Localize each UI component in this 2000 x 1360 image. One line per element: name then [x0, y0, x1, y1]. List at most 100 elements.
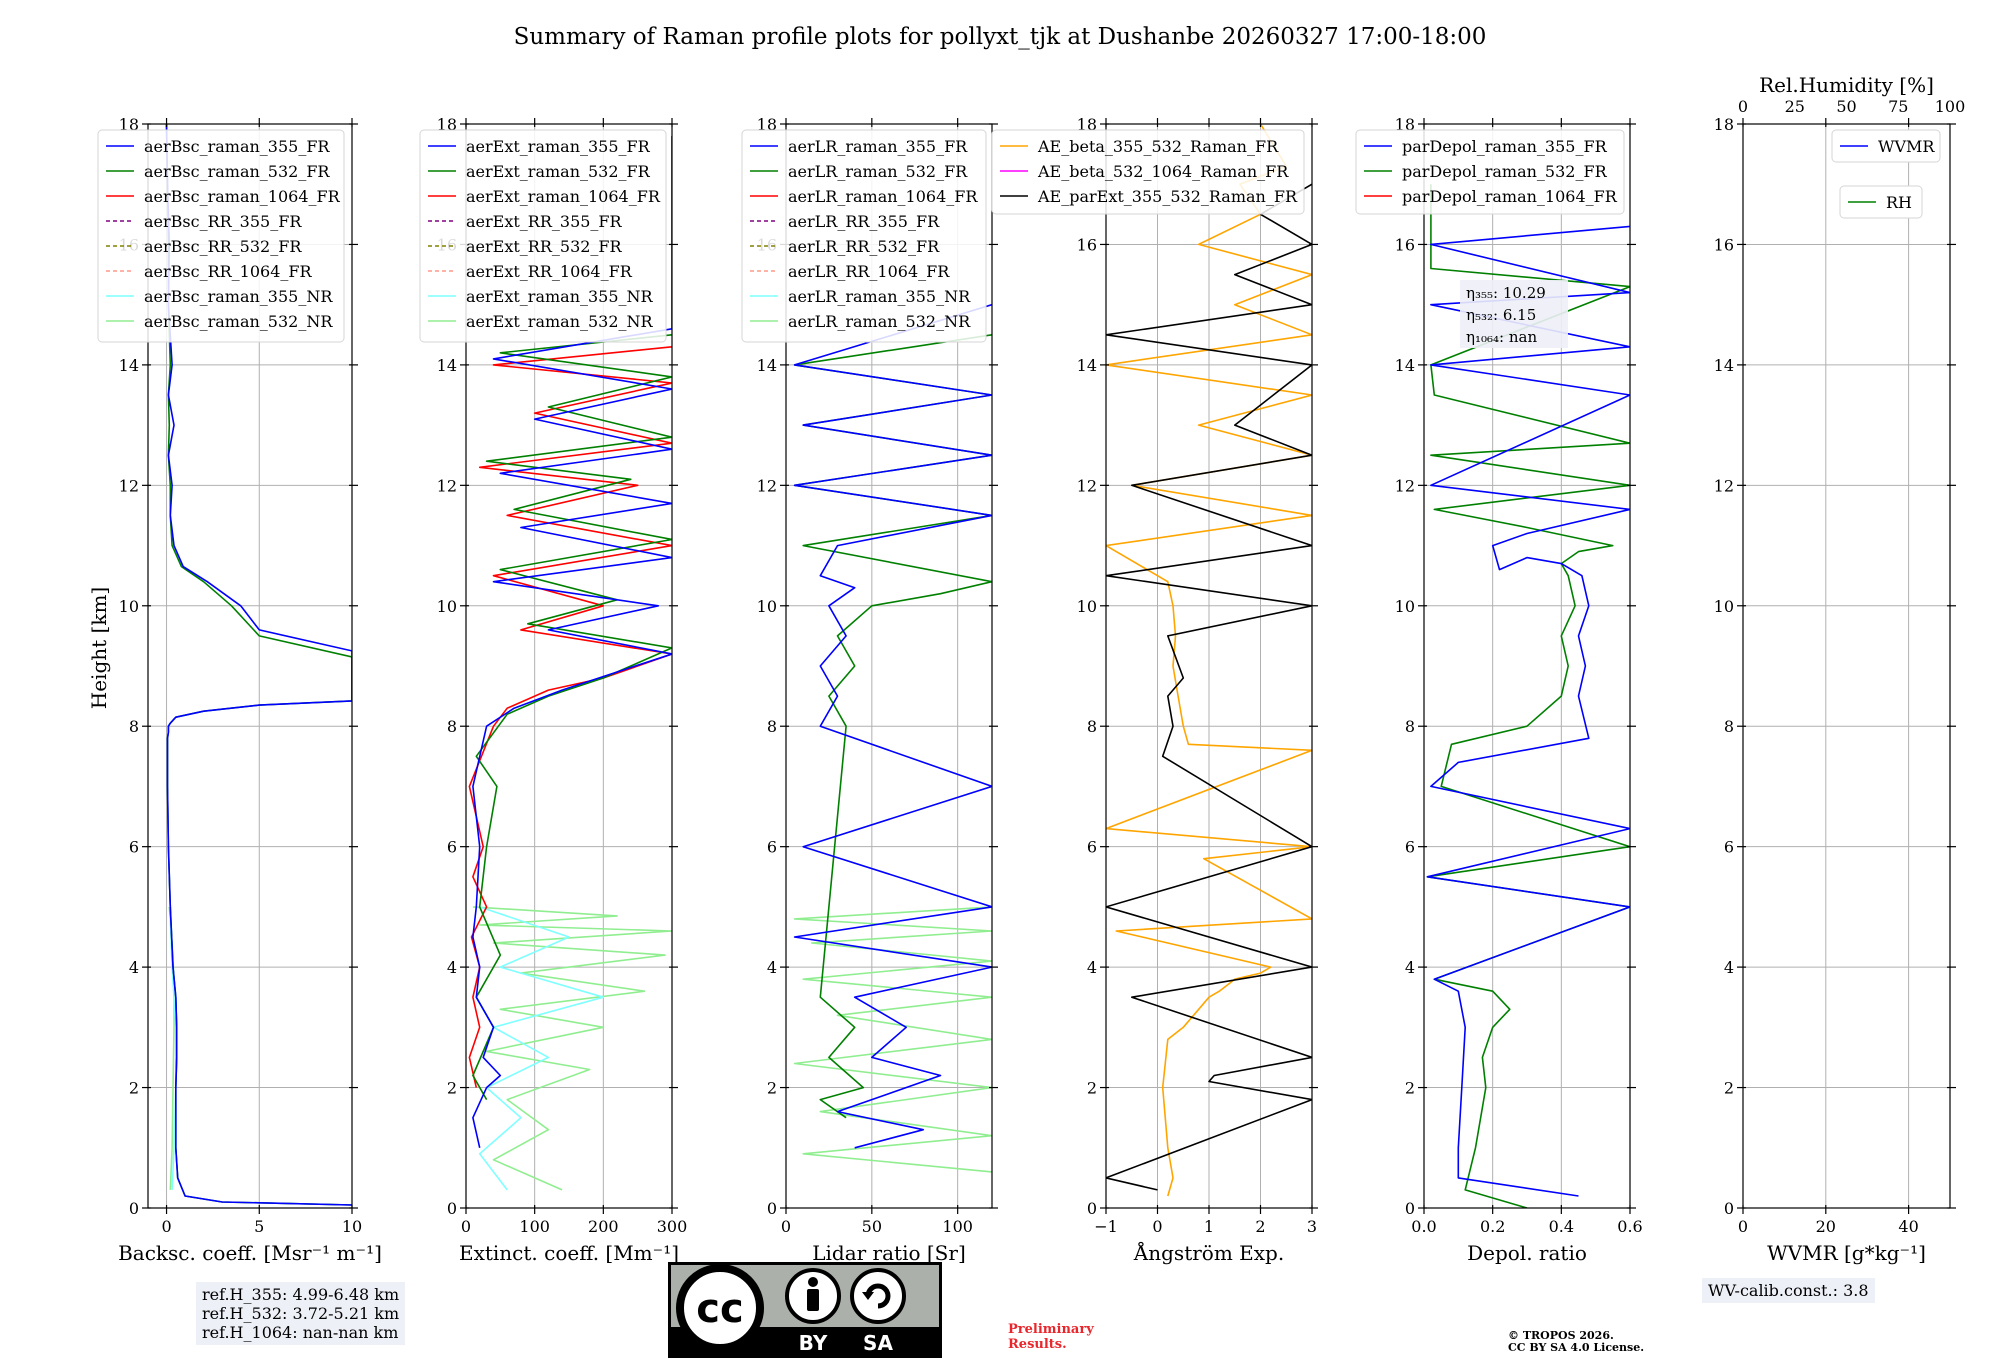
legend-label: aerBsc_raman_355_NR	[144, 287, 333, 306]
y-tick-label: 0	[447, 1199, 457, 1218]
x2-tick-label: 75	[1888, 97, 1908, 116]
series-group	[793, 303, 992, 1173]
eta-annotation: η₃₅₅: 10.29	[1466, 284, 1546, 302]
legend: aerLR_raman_355_FR aerLR_raman_532_FR aerL…	[741, 129, 987, 343]
legend-label: aerLR_raman_532_NR	[788, 312, 971, 331]
legend-label: aerBsc_RR_355_FR	[144, 212, 302, 231]
x-tick-label: 200	[588, 1217, 619, 1236]
lidar-ratio-panel: 024681012141618050100Lidar ratio [Sr]aer…	[741, 115, 998, 1265]
y-tick-label: 16	[1077, 235, 1097, 254]
legend-label: aerBsc_raman_1064_FR	[144, 187, 341, 206]
legend-label: aerExt_RR_532_FR	[466, 237, 623, 256]
series-group	[1106, 124, 1312, 1197]
figure-title: Summary of Raman profile plots for polly…	[514, 24, 1487, 50]
legend-label: parDepol_raman_1064_FR	[1402, 187, 1618, 206]
y-tick-label: 8	[447, 717, 457, 736]
preliminary-results-note: Preliminary Results.	[1008, 1322, 1094, 1352]
eta-annotation-background	[1460, 280, 1568, 348]
axes-frame	[147, 123, 353, 1209]
y-tick-label: 12	[437, 476, 457, 495]
series-group	[165, 124, 352, 1206]
x-tick-label: 40	[1898, 1217, 1918, 1236]
y-tick-label: 6	[129, 838, 139, 857]
series-line-aerBsc_raman_355_FR	[165, 124, 352, 1206]
x-tick-label: 5	[254, 1217, 264, 1236]
x-tick-label: 1	[1204, 1217, 1214, 1236]
series-line-aerExt_raman_355_FR	[472, 136, 672, 1148]
y-tick-label: 10	[1077, 597, 1097, 616]
y-tick-label: 14	[1395, 356, 1415, 375]
legend-label: aerBsc_raman_532_NR	[144, 312, 333, 331]
y-tick-label: 14	[1714, 356, 1734, 375]
legend-label: aerLR_RR_532_FR	[788, 237, 940, 256]
x-tick-label: −1	[1094, 1217, 1118, 1236]
x-tick-label: 0	[1738, 1217, 1748, 1236]
legend-label: AE_beta_355_532_Raman_FR	[1037, 137, 1279, 156]
series-line-parDepol_raman_355_FR	[1426, 225, 1630, 1197]
by-text: BY	[799, 1331, 828, 1355]
x-axis-label: Lidar ratio [Sr]	[812, 1241, 966, 1265]
legend-label: AE_beta_532_1064_Raman_FR	[1037, 162, 1289, 181]
eta-annotation: η₅₃₂: 6.15	[1466, 306, 1536, 324]
legend: WVMR RH	[1831, 129, 1941, 219]
x2-tick-label: 0	[1738, 97, 1748, 116]
x-axis-label: Backsc. coeff. [Msr⁻¹ m⁻¹]	[118, 1241, 382, 1265]
y-tick-label: 0	[1405, 1199, 1415, 1218]
x-tick-label: 0	[1152, 1217, 1162, 1236]
y-tick-label: 4	[1405, 958, 1415, 977]
share-alike-icon	[850, 1268, 906, 1324]
y-tick-label: 8	[129, 717, 139, 736]
ticks: 0 2 4 6 8 10 12 14 16 18 0.0 0.2 0.4 0.6	[1395, 115, 1643, 1236]
x-tick-label: 0.6	[1617, 1217, 1642, 1236]
eta-annotation-box: η₃₅₅: 10.29 η₅₃₂: 6.15 η₁₀₆₄: nan	[1460, 280, 1568, 348]
y-tick-label: 4	[767, 958, 777, 977]
legend-label: parDepol_raman_532_FR	[1402, 162, 1608, 181]
reference-height-box: ref.H_355: 4.99-6.48 km ref.H_532: 3.72-…	[196, 1282, 406, 1345]
legend-box	[1355, 129, 1625, 215]
cc-text: cc	[696, 1286, 743, 1332]
legend-label: aerExt_raman_532_FR	[466, 162, 651, 181]
x2-tick-label: 25	[1785, 97, 1805, 116]
y-tick-label: 2	[129, 1079, 139, 1098]
sa-text: SA	[863, 1331, 893, 1355]
series-line-aerBsc_raman_355_NR	[169, 918, 177, 1190]
legend-label: parDepol_raman_355_FR	[1402, 137, 1608, 156]
y-tick-label: 0	[767, 1199, 777, 1218]
wv-calibration-constant: WV-calib.const.: 3.8	[1708, 1281, 1869, 1300]
series-line-aerLR_raman_532_NR	[793, 906, 992, 1173]
y-tick-label: 8	[1405, 717, 1415, 736]
y-tick-label: 2	[1087, 1079, 1097, 1098]
y-tick-label: 10	[119, 597, 139, 616]
legend-label: aerLR_raman_355_NR	[788, 287, 971, 306]
axes-frame	[1742, 123, 1951, 1209]
y-tick-label: 4	[1724, 958, 1734, 977]
legend-label: aerLR_RR_355_FR	[788, 212, 940, 231]
x-tick-label: 20	[1816, 1217, 1836, 1236]
ticks: 024681012141618050100	[757, 115, 998, 1236]
legend-label: aerLR_raman_1064_FR	[788, 187, 978, 206]
y-tick-label: 12	[757, 476, 777, 495]
x-tick-label: 50	[862, 1217, 882, 1236]
grid-lines	[1742, 123, 1950, 1209]
x-tick-label: 10	[342, 1217, 362, 1236]
legend-label: aerExt_raman_1064_FR	[466, 187, 661, 206]
legend-label: WVMR	[1878, 137, 1935, 156]
y-tick-label: 6	[1087, 838, 1097, 857]
copyright-line-2: CC BY SA 4.0 License.	[1508, 1341, 1645, 1354]
x-axis-label: Ångström Exp.	[1133, 1240, 1284, 1265]
legend-label: aerBsc_RR_1064_FR	[144, 262, 313, 281]
x-tick-label: 0	[461, 1217, 471, 1236]
y-tick-label: 6	[1724, 838, 1734, 857]
series-line-aerExt_raman_532_FR	[472, 334, 672, 1100]
x2-tick-label: 100	[1935, 97, 1966, 116]
legend-label: aerLR_raman_532_FR	[788, 162, 968, 181]
legend: parDepol_raman_355_FR parDepol_raman_532_…	[1355, 129, 1625, 215]
y-tick-label: 18	[119, 115, 139, 134]
y-tick-label: 10	[1714, 597, 1734, 616]
x-tick-label: 2	[1255, 1217, 1265, 1236]
y-tick-label: 6	[447, 838, 457, 857]
legend: aerBsc_raman_355_FR aerBsc_raman_532_FRae…	[97, 129, 345, 343]
